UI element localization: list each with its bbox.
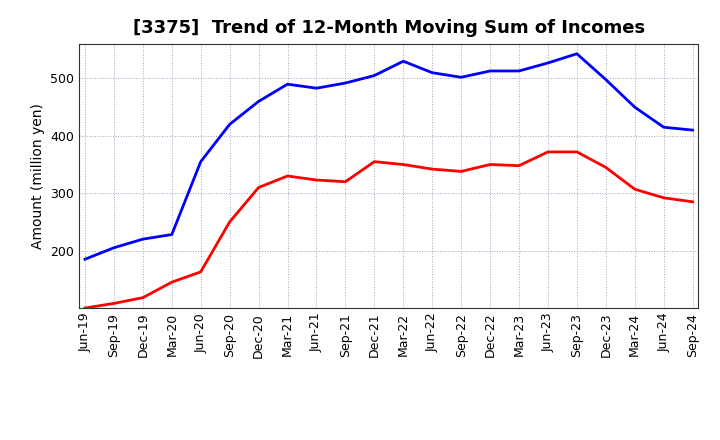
- Ordinary Income: [109, 245, 118, 250]
- Net Income: [456, 169, 465, 174]
- Ordinary Income: [283, 81, 292, 87]
- Ordinary Income: [370, 73, 379, 78]
- Net Income: [428, 166, 436, 172]
- Ordinary Income: [544, 60, 552, 66]
- Ordinary Income: [81, 257, 89, 262]
- Ordinary Income: [660, 125, 668, 130]
- Ordinary Income: [456, 75, 465, 80]
- Net Income: [81, 305, 89, 311]
- Line: Ordinary Income: Ordinary Income: [85, 54, 693, 259]
- Ordinary Income: [515, 68, 523, 73]
- Net Income: [601, 165, 610, 170]
- Ordinary Income: [399, 59, 408, 64]
- Net Income: [399, 162, 408, 167]
- Ordinary Income: [254, 99, 263, 104]
- Ordinary Income: [428, 70, 436, 75]
- Net Income: [197, 269, 205, 275]
- Line: Net Income: Net Income: [85, 152, 693, 308]
- Net Income: [254, 185, 263, 190]
- Net Income: [486, 162, 495, 167]
- Ordinary Income: [168, 232, 176, 237]
- Net Income: [660, 195, 668, 201]
- Title: [3375]  Trend of 12-Month Moving Sum of Incomes: [3375] Trend of 12-Month Moving Sum of I…: [132, 19, 645, 37]
- Ordinary Income: [601, 77, 610, 82]
- Ordinary Income: [312, 85, 321, 91]
- Net Income: [283, 173, 292, 179]
- Net Income: [544, 149, 552, 154]
- Ordinary Income: [688, 128, 697, 133]
- Net Income: [312, 177, 321, 183]
- Net Income: [370, 159, 379, 164]
- Ordinary Income: [572, 51, 581, 56]
- Net Income: [168, 279, 176, 285]
- Net Income: [225, 219, 234, 224]
- Ordinary Income: [197, 159, 205, 164]
- Net Income: [572, 149, 581, 154]
- Net Income: [138, 295, 147, 301]
- Net Income: [515, 163, 523, 169]
- Ordinary Income: [138, 236, 147, 242]
- Net Income: [341, 179, 350, 184]
- Y-axis label: Amount (million yen): Amount (million yen): [31, 103, 45, 249]
- Ordinary Income: [225, 122, 234, 127]
- Net Income: [109, 301, 118, 306]
- Net Income: [631, 187, 639, 192]
- Ordinary Income: [341, 81, 350, 86]
- Ordinary Income: [486, 68, 495, 73]
- Ordinary Income: [631, 104, 639, 110]
- Net Income: [688, 199, 697, 205]
